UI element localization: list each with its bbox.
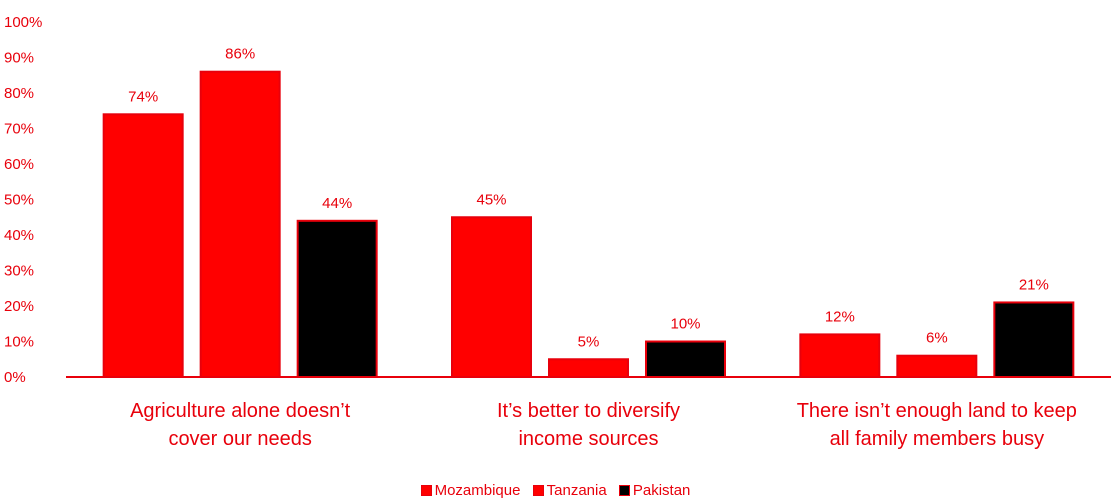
- data-label: 21%: [1019, 276, 1049, 293]
- bar-mozambique-2: [451, 216, 532, 378]
- bar-mozambique-3: [799, 333, 881, 378]
- category-label-line: income sources: [518, 428, 659, 450]
- data-label: 74%: [128, 88, 158, 105]
- data-label: 12%: [825, 308, 855, 325]
- data-label: 5%: [578, 333, 600, 350]
- bar-tanzania-2: [548, 358, 629, 378]
- data-label: 6%: [926, 330, 948, 347]
- y-tick-label: 70%: [4, 121, 34, 138]
- category-label-line: It’s better to diversify: [496, 400, 681, 422]
- legend-item-pakistan: Pakistan: [618, 482, 691, 499]
- y-tick-label: 60%: [4, 156, 34, 173]
- y-tick-label: 80%: [4, 85, 34, 102]
- category-label-line: cover our needs: [168, 428, 312, 450]
- data-label: 10%: [670, 316, 700, 333]
- y-tick-label: 40%: [4, 227, 34, 244]
- legend-item-mozambique: Mozambique: [420, 482, 521, 499]
- data-label: 44%: [322, 195, 352, 212]
- legend-swatch: [420, 485, 432, 496]
- y-tick-label: 30%: [4, 263, 34, 280]
- category-label: It’s better to diversify income sources: [419, 397, 759, 453]
- legend-label: Mozambique: [434, 482, 521, 499]
- bar-pakistan-3: [993, 301, 1075, 379]
- bar-tanzania-1: [199, 70, 281, 378]
- category-label: Agriculture alone doesn’t cover our needs: [70, 397, 410, 453]
- y-tick-label: 90%: [4, 50, 34, 67]
- y-tick-label: 10%: [4, 334, 34, 351]
- data-label: 86%: [225, 46, 255, 63]
- legend-label: Tanzania: [546, 482, 607, 499]
- category-label-line: Agriculture alone doesn’t: [130, 400, 351, 422]
- bar-tanzania-3: [896, 354, 978, 379]
- legend-label: Pakistan: [632, 482, 691, 499]
- y-axis-ticks: 0% 10% 20% 30% 40% 50% 60% 70% 80% 90% 100%: [4, 14, 42, 386]
- y-tick-label: 20%: [4, 298, 34, 315]
- legend-swatch: [532, 485, 544, 496]
- category-label-line: all family members busy: [829, 428, 1045, 450]
- data-labels: 74% 86% 44% 45% 5% 10% 12% 6% 21%: [128, 46, 1049, 351]
- legend: Mozambique Tanzania Pakistan: [0, 482, 1111, 499]
- y-tick-label: 0%: [4, 369, 26, 386]
- data-label: 45%: [476, 191, 506, 208]
- y-tick-label: 100%: [4, 14, 42, 31]
- bar-pakistan-2: [645, 340, 726, 378]
- category-label-line: There isn’t enough land to keep: [796, 400, 1077, 422]
- legend-swatch: [618, 485, 630, 496]
- category-label: There isn’t enough land to keep all famil…: [767, 397, 1107, 453]
- y-tick-label: 50%: [4, 192, 34, 209]
- legend-item-tanzania: Tanzania: [532, 482, 607, 499]
- bar-pakistan-1: [296, 219, 378, 378]
- bar-mozambique-1: [102, 113, 184, 379]
- bars: [102, 70, 1075, 379]
